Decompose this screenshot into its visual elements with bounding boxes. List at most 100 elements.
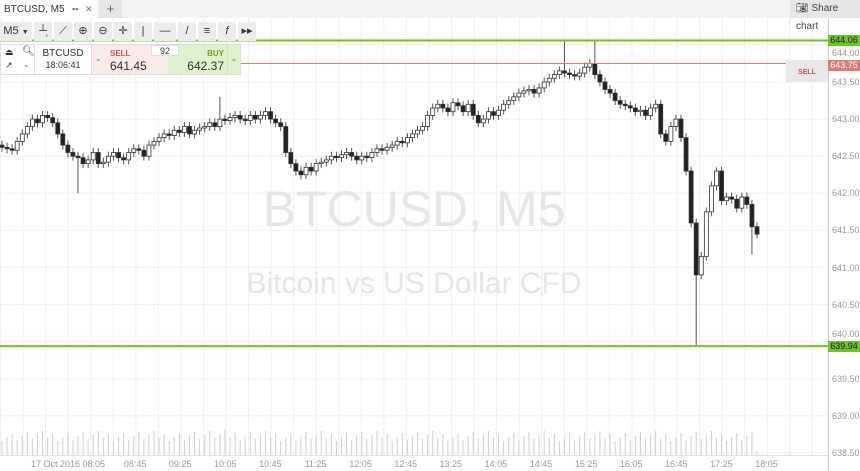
trend-line-icon[interactable]: / — [178, 22, 196, 41]
horizontal-line-icon[interactable]: — — [154, 22, 176, 41]
candle-up — [546, 77, 552, 83]
zoom-out-icon[interactable]: ⊖ — [94, 22, 112, 41]
new-tab-button[interactable]: + — [99, 0, 122, 18]
candle-down — [643, 109, 648, 116]
candle-up — [450, 102, 456, 113]
candle-down — [187, 126, 192, 135]
candle-down — [445, 107, 451, 113]
candle-up — [313, 163, 319, 172]
candle-down — [734, 198, 740, 209]
candle-up — [516, 92, 522, 98]
lower-line-price: 639.94 — [828, 341, 860, 352]
price-tick-label: 640.00 — [832, 329, 860, 339]
price-tick-label: 640.50 — [832, 299, 860, 310]
candle-up — [318, 161, 324, 165]
candle-up — [232, 114, 238, 119]
candle-down — [658, 103, 664, 135]
zoom-in-icon[interactable]: ⊕ — [74, 22, 92, 41]
pitchfork-icon[interactable]: ≡ — [198, 22, 216, 41]
candle-down — [212, 122, 218, 127]
candle-up — [359, 155, 365, 161]
tab-btcusd[interactable]: BTCUSD, M5 ▪▪ ✕ — [0, 0, 97, 19]
candle-down — [9, 148, 15, 151]
close-icon[interactable]: ✕ — [85, 4, 93, 14]
candle-up — [131, 148, 137, 153]
candle-down — [592, 63, 598, 75]
vertical-line-icon[interactable]: | — [134, 22, 152, 41]
candle-up — [703, 211, 709, 257]
share-chart-button[interactable]: 📷︎ Share chart — [790, 0, 860, 32]
candle-up — [708, 185, 714, 213]
symbol-name: BTCUSD — [42, 48, 84, 59]
candle-up — [506, 100, 512, 105]
buy-options-dropdown[interactable]: ⌄ — [227, 45, 240, 74]
candle-down — [693, 222, 699, 276]
time-tick-label: 16:45 — [665, 459, 688, 469]
candle-up — [126, 152, 132, 161]
candle-down — [334, 155, 339, 159]
bar-chart-icon[interactable]: ┴̩ — [34, 22, 52, 41]
price-tick-label: 644.00 — [832, 48, 860, 58]
fast-forward-icon[interactable]: ▸▸ — [238, 22, 256, 41]
chart-toolbar: M5 ▼ ┴̩ ⟋ ⊕ ⊖ ✛ | — / ≡ f ▸▸ — [0, 22, 256, 41]
sell-order-label[interactable]: SELL — [786, 60, 828, 82]
candle-up — [404, 137, 410, 144]
tab-title: BTCUSD, M5 — [4, 4, 65, 15]
candle-down — [116, 152, 121, 159]
candle-up — [339, 154, 344, 159]
candle-down — [379, 148, 385, 151]
collapse-icon[interactable]: ⏏ — [5, 47, 14, 57]
candle-up — [258, 114, 263, 120]
candle-up — [303, 166, 309, 176]
candle-down — [55, 122, 61, 135]
candle-up — [724, 196, 729, 202]
sell-label: SELL — [110, 49, 131, 58]
candle-up — [106, 155, 111, 163]
candle-down — [121, 157, 127, 161]
candle-up — [673, 118, 679, 127]
candle-up — [24, 126, 30, 135]
price-tick-label: 639.50 — [832, 373, 860, 384]
time-tick-label: 13:25 — [439, 459, 463, 469]
candle-down — [475, 114, 481, 124]
timeframe-dropdown[interactable]: M5 ▼ — [0, 22, 32, 41]
candle-up — [207, 122, 213, 127]
candle-down — [222, 118, 228, 121]
candle-up — [582, 66, 588, 74]
candle-down — [268, 111, 273, 120]
candle-down — [141, 149, 147, 157]
function-icon[interactable]: f — [218, 22, 236, 41]
upper-line-price: 644.06 — [828, 35, 860, 46]
grid-icon[interactable]: ▪▪ — [72, 4, 79, 14]
time-tick-label: 12:45 — [394, 459, 417, 469]
candle-up — [714, 170, 719, 187]
candle-up — [511, 96, 517, 101]
candle-up — [739, 196, 745, 209]
order-line-price: 643.75 — [828, 60, 860, 71]
candle-up — [648, 107, 653, 116]
time-tick-label: 14:45 — [529, 459, 553, 469]
candle-down — [688, 170, 694, 224]
time-tick-label: 10:45 — [259, 459, 282, 469]
candle-down — [95, 152, 101, 165]
symbol-selector[interactable]: BTCUSD 18:06:41 — [34, 45, 92, 74]
chevron-down-icon[interactable]: ⌄ — [23, 60, 30, 69]
price-tick-label: 642.50 — [832, 151, 860, 162]
popout-icon[interactable]: ↗ — [5, 60, 13, 70]
price-tick-label: 642.00 — [832, 188, 860, 199]
time-tick-label: 15:25 — [574, 459, 598, 469]
candle-up — [410, 133, 415, 139]
candle-up — [146, 144, 152, 157]
candle-down — [80, 157, 86, 165]
candle-down — [237, 114, 243, 120]
price-tick-label: 639.00 — [832, 410, 860, 421]
candle-down — [75, 155, 81, 159]
crosshair-icon[interactable]: ✛ — [114, 22, 132, 41]
search-icon[interactable]: 🔍︎ — [22, 46, 35, 57]
indicators-icon[interactable]: ⟋ — [54, 22, 72, 41]
candle-up — [486, 111, 491, 120]
candle-up — [374, 148, 380, 153]
candle-up — [435, 103, 441, 109]
time-tick-label: 14:05 — [484, 459, 508, 469]
chevron-down-icon: ⌄ — [95, 54, 102, 63]
